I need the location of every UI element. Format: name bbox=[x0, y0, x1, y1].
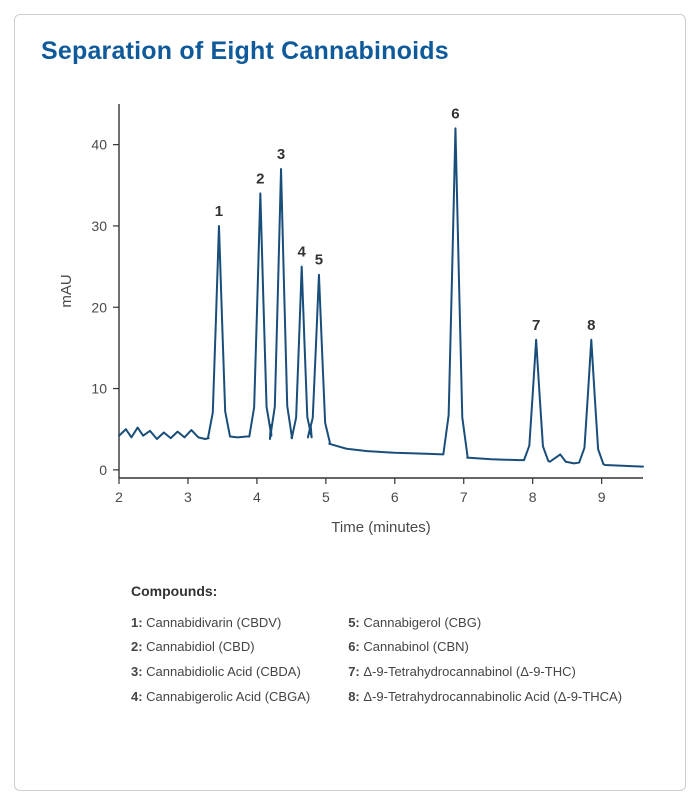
svg-text:7: 7 bbox=[460, 489, 468, 505]
legend-item: 3: Cannabidiolic Acid (CBDA) bbox=[131, 660, 310, 685]
legend-item: 6: Cannabinol (CBN) bbox=[348, 635, 622, 660]
svg-text:9: 9 bbox=[598, 489, 606, 505]
svg-text:6: 6 bbox=[451, 105, 459, 122]
legend-item: 2: Cannabidiol (CBD) bbox=[131, 635, 310, 660]
svg-text:40: 40 bbox=[91, 137, 107, 153]
legend-item: 8: Δ-9-Tetrahydrocannabinolic Acid (Δ-9-… bbox=[348, 685, 622, 710]
chromatogram-chart: 01020304023456789Time (minutes)mAU123456… bbox=[41, 80, 661, 550]
chart-svg: 01020304023456789Time (minutes)mAU123456… bbox=[41, 80, 661, 550]
legend-col-1: 1: Cannabidivarin (CBDV)2: Cannabidiol (… bbox=[131, 611, 310, 710]
svg-text:1: 1 bbox=[215, 203, 223, 220]
svg-text:20: 20 bbox=[91, 299, 107, 315]
figure-card: Separation of Eight Cannabinoids 0 10 20 30… bbox=[14, 14, 686, 791]
svg-text:8: 8 bbox=[587, 317, 595, 334]
svg-text:30: 30 bbox=[91, 218, 107, 234]
compound-legend: Compounds: 1: Cannabidivarin (CBDV)2: Ca… bbox=[131, 578, 659, 709]
svg-text:Time (minutes): Time (minutes) bbox=[331, 519, 430, 536]
svg-text:10: 10 bbox=[91, 381, 107, 397]
svg-text:5: 5 bbox=[322, 489, 330, 505]
svg-text:mAU: mAU bbox=[58, 274, 75, 307]
legend-item: 1: Cannabidivarin (CBDV) bbox=[131, 611, 310, 636]
legend-item: 4: Cannabigerolic Acid (CBGA) bbox=[131, 685, 310, 710]
legend-item: 7: Δ-9-Tetrahydrocannabinol (Δ-9-THC) bbox=[348, 660, 622, 685]
svg-text:2: 2 bbox=[256, 170, 264, 187]
legend-title: Compounds: bbox=[131, 578, 659, 605]
svg-text:7: 7 bbox=[532, 317, 540, 334]
svg-text:2: 2 bbox=[115, 489, 123, 505]
svg-text:5: 5 bbox=[315, 252, 323, 269]
svg-text:0: 0 bbox=[99, 462, 107, 478]
legend-item: 5: Cannabigerol (CBG) bbox=[348, 611, 622, 636]
svg-text:3: 3 bbox=[277, 146, 285, 163]
svg-text:3: 3 bbox=[184, 489, 192, 505]
svg-text:8: 8 bbox=[529, 489, 537, 505]
svg-text:4: 4 bbox=[253, 489, 261, 505]
svg-text:4: 4 bbox=[298, 244, 307, 261]
figure-title: Separation of Eight Cannabinoids bbox=[41, 37, 659, 66]
svg-text:6: 6 bbox=[391, 489, 399, 505]
legend-col-2: 5: Cannabigerol (CBG)6: Cannabinol (CBN)… bbox=[348, 611, 622, 710]
